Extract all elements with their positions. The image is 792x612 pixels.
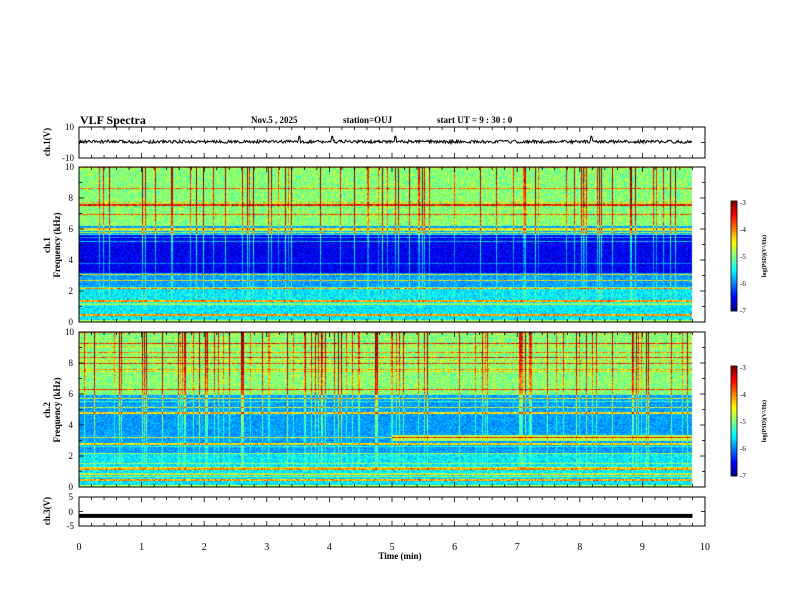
panel-ch1-spectrogram-frame [78, 166, 706, 323]
xtick-label: 9 [640, 542, 645, 553]
colorbar-ch2-tick: -4 [740, 391, 746, 399]
colorbar-ch2-label: log(PSD)(V²/Hz) [761, 400, 768, 442]
spec1-ylabel-line2: Frequency (kHz) [52, 212, 62, 277]
colorbar-ch2: -3 -4 -5 -6 -7 log(PSD)(V²/Hz) [730, 364, 768, 480]
ch3-ytick-label: 5 [69, 492, 74, 502]
colorbar-ch1: -3 -4 -5 -6 -7 log(PSD)(V²/Hz) [730, 199, 768, 315]
ch3-ytick-label: 0 [69, 507, 74, 517]
colorbar-ch1-tick: -4 [740, 226, 746, 234]
colorbar-ch1-tick: -6 [740, 280, 746, 288]
colorbar-ch2-tick: -3 [740, 364, 746, 372]
xtick-label: 3 [264, 542, 269, 553]
colorbar-ch2-tick: -5 [740, 418, 746, 426]
xtick-label: 4 [327, 542, 332, 553]
spec2-ylabel-line2: Frequency (kHz) [52, 377, 62, 442]
xtick-label: 10 [700, 542, 710, 553]
xtick-label: 1 [139, 542, 144, 553]
colorbar-ch1-tick: -3 [740, 199, 746, 207]
spec2-ytick-label: 6 [69, 389, 74, 399]
xtick-label: 7 [515, 542, 520, 553]
spec1-ytick-label: 2 [69, 286, 74, 296]
colorbar-ch2-frame [730, 365, 738, 477]
tick-marks [78, 126, 706, 527]
spec2-ytick-label: 10 [65, 327, 75, 337]
spec1-ylabel-line1: ch.1 [42, 237, 52, 253]
spec2-ytick-label: 0 [69, 482, 74, 492]
ch1-waveform-trace [78, 135, 693, 145]
xtick-label: 8 [577, 542, 582, 553]
colorbar-ch1-tick: -7 [740, 307, 746, 315]
ch1-ytick-label: -10 [62, 153, 74, 163]
spec2-ytick-label: 8 [69, 358, 74, 368]
spec1-ytick-label: 0 [69, 317, 74, 327]
xaxis-label: Time (min) [378, 551, 421, 561]
spec2-ytick-label: 2 [69, 451, 74, 461]
spec1-ytick-label: 6 [69, 224, 74, 234]
xtick-label: 2 [202, 542, 207, 553]
ch3-ytick-label: -5 [67, 521, 75, 531]
station-label: station=OUJ [343, 115, 393, 125]
start-ut-label: start UT = 9 : 30 : 0 [437, 115, 513, 125]
ch3-ylabel: ch.3(V) [42, 497, 52, 525]
spec2-ytick-label: 4 [69, 420, 74, 430]
ch1-ylabel: ch.1(V) [42, 128, 52, 156]
colorbar-ch1-tick: -5 [740, 253, 746, 261]
colorbar-ch2-tick: -7 [740, 472, 746, 480]
spec1-ytick-label: 4 [69, 255, 74, 265]
ch1-ytick-label: 10 [65, 122, 75, 132]
xtick-label: 6 [452, 542, 457, 553]
panel-ch2-spectrogram-frame [78, 331, 706, 488]
spec1-ytick-label: 10 [65, 162, 75, 172]
spec1-ytick-label: 8 [69, 193, 74, 203]
spec2-ylabel-line1: ch.2 [42, 402, 52, 418]
colorbar-ch1-frame [730, 200, 738, 312]
date-label: Nov.5 , 2025 [251, 115, 298, 125]
colorbar-ch2-tick: -6 [740, 445, 746, 453]
figure-title: VLF Spectra [80, 113, 146, 127]
xtick-label: 5 [390, 542, 395, 553]
xtick-label: 0 [77, 542, 82, 553]
colorbar-ch1-label: log(PSD)(V²/Hz) [761, 235, 768, 277]
